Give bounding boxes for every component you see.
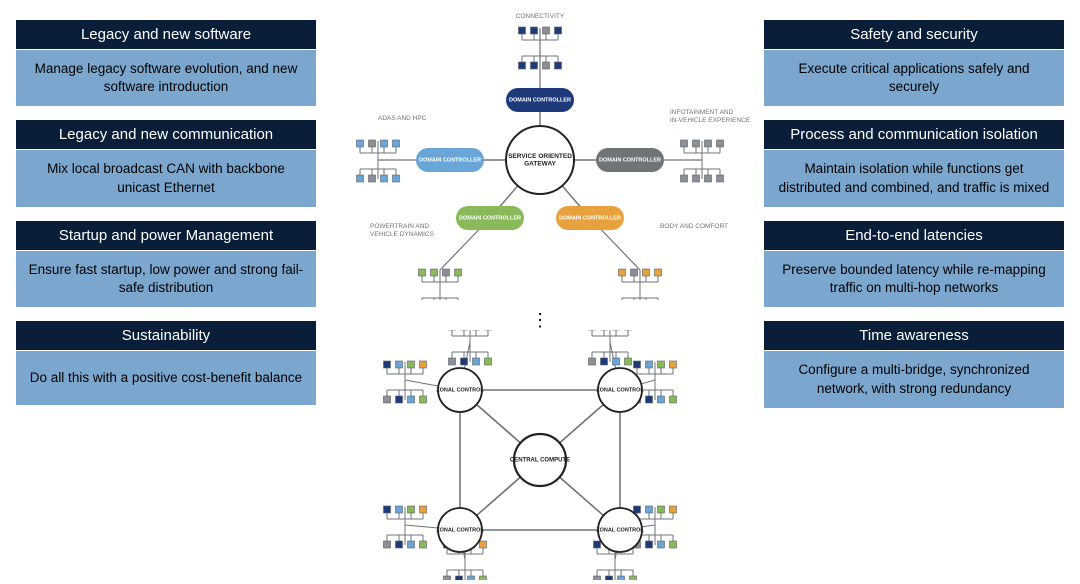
- svg-text:ZONAL CONTROL: ZONAL CONTROL: [436, 387, 484, 393]
- card-e2e-latency: End-to-end latencies Preserve bounded la…: [764, 221, 1064, 307]
- svg-text:CONNECTIVITY: CONNECTIVITY: [516, 13, 565, 20]
- svg-text:DOMAIN CONTROLLER: DOMAIN CONTROLLER: [419, 157, 481, 163]
- svg-text:CENTRAL COMPUTE: CENTRAL COMPUTE: [510, 458, 570, 464]
- left-column: Legacy and new software Manage legacy so…: [16, 20, 316, 405]
- card-header: Startup and power Management: [16, 221, 316, 251]
- card-header: Process and communication isolation: [764, 120, 1064, 150]
- svg-text:ADAS AND HPC: ADAS AND HPC: [378, 115, 427, 122]
- card-header: Sustainability: [16, 321, 316, 351]
- card-body: Maintain isolation while functions get d…: [764, 150, 1064, 206]
- card-safety-security: Safety and security Execute critical app…: [764, 20, 1064, 106]
- card-sustainability: Sustainability Do all this with a positi…: [16, 321, 316, 405]
- zonal-diagram: ZONAL CONTROL ZONAL CONTROL ZONAL CONTROL Z…: [330, 330, 750, 580]
- card-header: Safety and security: [764, 20, 1064, 50]
- card-body: Preserve bounded latency while re-mappin…: [764, 251, 1064, 307]
- right-column: Safety and security Execute critical app…: [764, 20, 1064, 408]
- card-header: Legacy and new software: [16, 20, 316, 50]
- svg-text:ZONAL CONTROL: ZONAL CONTROL: [596, 527, 644, 533]
- card-body: Configure a multi-bridge, synchronized n…: [764, 351, 1064, 407]
- card-process-isolation: Process and communication isolation Main…: [764, 120, 1064, 206]
- center-diagrams: CONNECTIVITY ADAS AND HPC INFOTAINMENT AND…: [330, 10, 750, 574]
- svg-text:INFOTAINMENT ANDIN-VEHICLE EXP: INFOTAINMENT ANDIN-VEHICLE EXPERIENCE: [670, 109, 750, 124]
- svg-text:ZONAL CONTROL: ZONAL CONTROL: [596, 387, 644, 393]
- card-startup-power: Startup and power Management Ensure fast…: [16, 221, 316, 307]
- svg-text:GATEWAY: GATEWAY: [524, 160, 556, 167]
- card-body: Manage legacy software evolution, and ne…: [16, 50, 316, 106]
- card-legacy-software: Legacy and new software Manage legacy so…: [16, 20, 316, 106]
- svg-text:DOMAIN CONTROLLER: DOMAIN CONTROLLER: [509, 97, 571, 103]
- svg-text:DOMAIN CONTROLLER: DOMAIN CONTROLLER: [559, 215, 621, 221]
- domain-controller-diagram: CONNECTIVITY ADAS AND HPC INFOTAINMENT AND…: [330, 10, 750, 300]
- svg-text:BODY AND COMFORT: BODY AND COMFORT: [660, 223, 728, 230]
- card-header: Legacy and new communication: [16, 120, 316, 150]
- svg-text:DOMAIN CONTROLLER: DOMAIN CONTROLLER: [459, 215, 521, 221]
- card-body: Mix local broadcast CAN with backbone un…: [16, 150, 316, 206]
- svg-text:DOMAIN CONTROLLER: DOMAIN CONTROLLER: [599, 157, 661, 163]
- svg-text:SERVICE ORIENTED: SERVICE ORIENTED: [508, 153, 572, 160]
- card-header: Time awareness: [764, 321, 1064, 351]
- card-body: Ensure fast startup, low power and stron…: [16, 251, 316, 307]
- card-header: End-to-end latencies: [764, 221, 1064, 251]
- card-body: Do all this with a positive cost-benefit…: [16, 351, 316, 405]
- svg-text:ZONAL CONTROL: ZONAL CONTROL: [436, 527, 484, 533]
- card-legacy-comm: Legacy and new communication Mix local b…: [16, 120, 316, 206]
- card-time-awareness: Time awareness Configure a multi-bridge,…: [764, 321, 1064, 407]
- card-body: Execute critical applications safely and…: [764, 50, 1064, 106]
- svg-text:POWERTRAIN ANDVEHICLE DYNAMICS: POWERTRAIN ANDVEHICLE DYNAMICS: [370, 223, 435, 238]
